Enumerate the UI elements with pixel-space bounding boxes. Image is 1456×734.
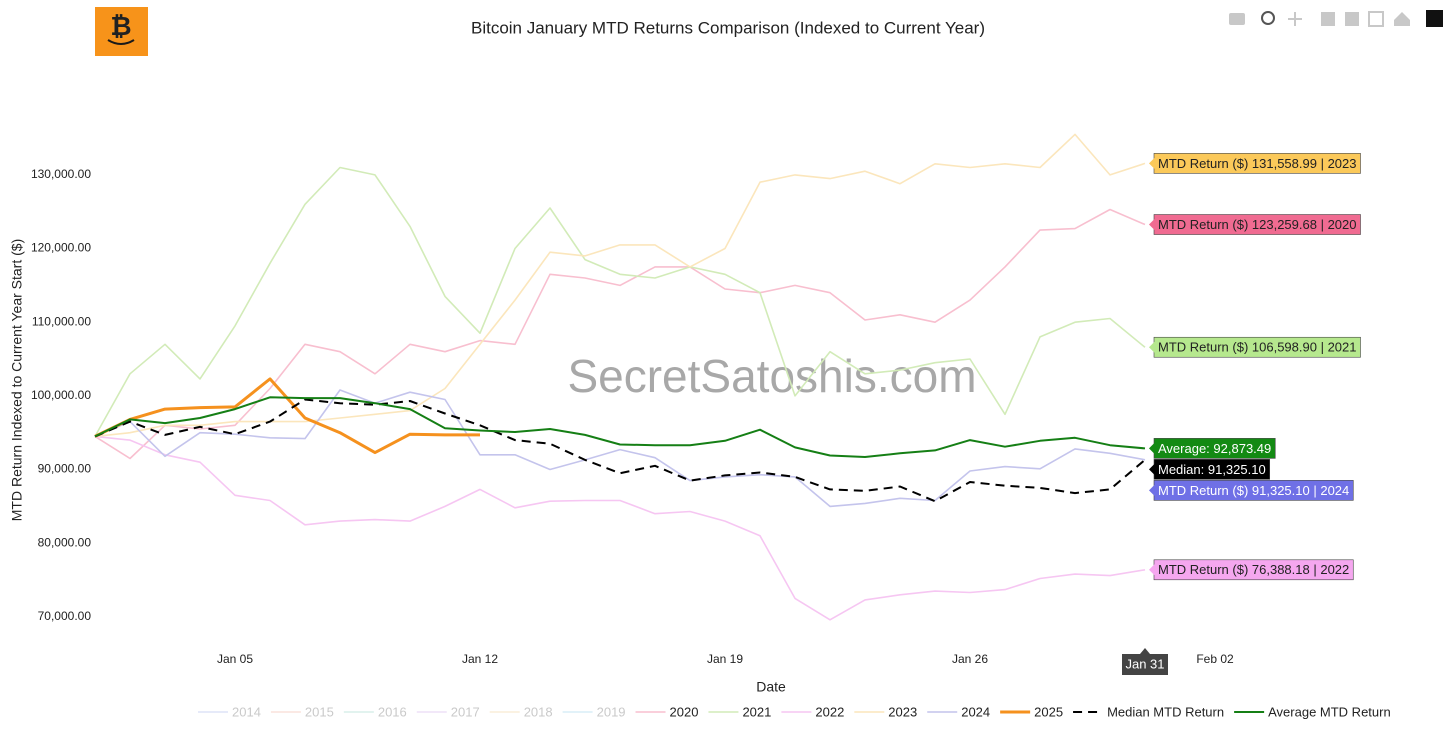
- annotation: MTD Return ($) 76,388.18 | 2022: [1149, 559, 1354, 581]
- annotation-pointer: [1149, 157, 1155, 170]
- legend-label: 2021: [742, 704, 771, 719]
- legend-label: 2025: [1034, 704, 1063, 719]
- series-line: [94, 435, 1146, 621]
- legend-item[interactable]: 2014: [198, 704, 261, 719]
- x-tick-label: Jan 19: [707, 652, 743, 666]
- series-line: [94, 166, 1146, 437]
- legend-item[interactable]: 2018: [489, 704, 553, 719]
- logo-smile: [107, 39, 135, 45]
- legend-item[interactable]: 2017: [416, 704, 480, 719]
- annotation-pointer: [1149, 563, 1155, 576]
- plotly-icon[interactable]: [1426, 10, 1443, 27]
- legend-item[interactable]: 2022: [781, 704, 844, 719]
- legend-label: 2018: [524, 704, 553, 719]
- y-tick-label: 90,000.00: [38, 462, 92, 476]
- annotation-pointer: [1149, 218, 1155, 231]
- series-line: [94, 398, 1146, 503]
- zoom-in-icon[interactable]: [1321, 12, 1335, 26]
- legend-item[interactable]: Average MTD Return: [1234, 704, 1391, 719]
- y-tick-label: 80,000.00: [38, 535, 92, 549]
- legend-item[interactable]: Median MTD Return: [1073, 704, 1224, 719]
- annotation-label: MTD Return ($) 106,598.90 | 2021: [1158, 340, 1357, 355]
- annotation: Average: 92,873.49: [1149, 438, 1276, 459]
- annotation-label: MTD Return ($) 91,325.10 | 2024: [1158, 483, 1349, 498]
- annotation-label: Median: 91,325.10: [1158, 462, 1266, 477]
- y-tick-label: 70,000.00: [38, 609, 92, 623]
- annotation: Median: 91,325.10: [1149, 459, 1271, 480]
- annotation-pointer: [1149, 463, 1155, 476]
- annotation-label: MTD Return ($) 131,558.99 | 2023: [1158, 156, 1357, 171]
- autoscale-icon[interactable]: [1368, 11, 1384, 27]
- legend-label: 2024: [961, 704, 990, 719]
- legend-item[interactable]: 2021: [708, 704, 771, 719]
- x-tick-label: Feb 02: [1196, 652, 1234, 666]
- legend-item[interactable]: 2016: [343, 704, 407, 719]
- chart-title: Bitcoin January MTD Returns Comparison (…: [471, 18, 985, 37]
- logo: ₿: [95, 7, 148, 56]
- x-tick-label: Jan 26: [952, 652, 988, 666]
- zoom-icon[interactable]: [1261, 11, 1275, 25]
- logo-background: [95, 7, 148, 56]
- camera-icon[interactable]: [1229, 13, 1245, 25]
- legend-label: 2019: [597, 704, 626, 719]
- legend-label: 2016: [378, 704, 407, 719]
- y-tick-label: 120,000.00: [31, 241, 91, 255]
- annotation: MTD Return ($) 106,598.90 | 2021: [1149, 336, 1361, 358]
- y-tick-label: 110,000.00: [32, 314, 91, 328]
- zoom-out-icon[interactable]: [1345, 12, 1359, 26]
- annotation: MTD Return ($) 131,558.99 | 2023: [1149, 153, 1361, 174]
- series-line: [94, 208, 1146, 460]
- hover-label-box: [1122, 654, 1168, 675]
- legend-label: 2022: [815, 704, 844, 719]
- series-line: [94, 396, 1146, 458]
- logo-glyph: ₿: [110, 11, 131, 41]
- legend-label: 2014: [232, 704, 261, 719]
- y-tick-label: 100,000.00: [31, 388, 91, 402]
- annotation-pointer: [1149, 442, 1155, 455]
- annotation-label: MTD Return ($) 76,388.18 | 2022: [1158, 562, 1349, 577]
- reset-icon[interactable]: [1394, 12, 1410, 26]
- annotation-label: Average: 92,873.49: [1158, 441, 1271, 456]
- legend-label: 2017: [451, 704, 480, 719]
- x-axis-title: Date: [756, 679, 786, 695]
- hover-label: Jan 31: [1125, 656, 1164, 671]
- x-tick-label: Jan 12: [462, 652, 498, 666]
- modebar: [1229, 10, 1443, 27]
- legend-label: 2015: [305, 704, 334, 719]
- watermark: SecretSatoshis.com: [567, 350, 976, 402]
- legend-item[interactable]: 2020: [635, 704, 699, 719]
- legend-label: Median MTD Return: [1107, 704, 1224, 719]
- legend-item[interactable]: 2023: [854, 704, 917, 719]
- annotation: MTD Return ($) 91,325.10 | 2024: [1149, 480, 1354, 501]
- y-axis-title: MTD Return Indexed to Current Year Start…: [9, 239, 25, 521]
- y-tick-label: 130,000.00: [31, 167, 91, 181]
- pan-icon[interactable]: [1288, 12, 1302, 26]
- legend-label: Average MTD Return: [1268, 704, 1391, 719]
- legend-item[interactable]: 2019: [562, 704, 626, 719]
- annotation-pointer: [1149, 341, 1155, 354]
- hover-label-pointer: [1140, 648, 1150, 654]
- legend-item[interactable]: 2024: [927, 704, 990, 719]
- series-line: [94, 389, 1146, 508]
- annotation: MTD Return ($) 123,259.68 | 2020: [1149, 214, 1361, 235]
- legend-item[interactable]: 2015: [270, 704, 334, 719]
- legend-label: 2023: [888, 704, 917, 719]
- x-tick-label: Jan 05: [217, 652, 253, 666]
- legend-label: 2020: [670, 704, 699, 719]
- annotation-label: MTD Return ($) 123,259.68 | 2020: [1158, 217, 1357, 232]
- legend-item[interactable]: 2025: [1000, 704, 1063, 719]
- annotation-pointer: [1149, 484, 1155, 497]
